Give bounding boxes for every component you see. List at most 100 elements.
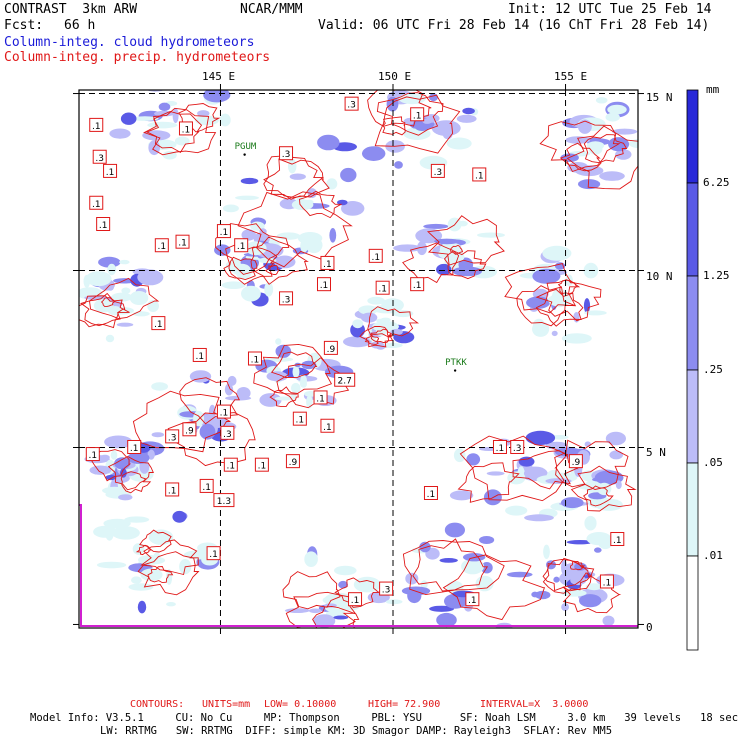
contour-label-box xyxy=(410,107,425,122)
contour-label-text: .1 xyxy=(378,285,387,295)
contour-label: .1 xyxy=(89,195,104,210)
contour-label-box xyxy=(320,418,335,433)
cloud-shade-cell xyxy=(551,330,558,337)
cloud-shade-cell xyxy=(111,292,133,302)
colorbar-segment xyxy=(686,182,699,277)
contour-label-text: .1 xyxy=(154,320,163,330)
contour-label-text: .1 xyxy=(351,596,360,606)
precip-contour xyxy=(264,264,281,275)
contour-label: .1 xyxy=(199,478,214,493)
contour-label-box xyxy=(192,347,207,362)
cloud-shade-cell xyxy=(372,304,402,314)
precip-contour xyxy=(250,236,309,285)
cloud-shade-cell xyxy=(245,241,267,256)
precip-contour xyxy=(269,386,299,408)
cloud-shade-cell xyxy=(120,468,127,478)
precip-contour xyxy=(132,390,231,453)
cloud-shade-cell xyxy=(415,228,443,244)
contour-label-text: .3 xyxy=(282,150,291,160)
cloud-shade-cell xyxy=(444,522,465,538)
contour-label-box xyxy=(410,277,425,292)
contours-units: UNITS=mm xyxy=(202,699,251,710)
cloud-shade-cell xyxy=(285,608,310,613)
cloud-shade-cell xyxy=(358,305,378,315)
contour-label: .9 xyxy=(182,422,197,437)
cloud-shade-cell xyxy=(446,137,472,150)
land-boundary xyxy=(79,504,638,627)
precip-contour xyxy=(376,92,444,136)
cloud-shade-cell xyxy=(532,268,561,284)
cloud-shade-cell xyxy=(158,102,171,112)
cloud-shade-cell xyxy=(106,283,114,291)
contour-label-box xyxy=(316,277,331,292)
model-info-line1: Model Info: V3.5.1 CU: No Cu MP: Thompso… xyxy=(30,712,739,724)
contour-label-text: .3 xyxy=(382,586,391,596)
colorbar-label-6-25: 6.25 xyxy=(703,176,730,189)
precip-contour xyxy=(516,285,575,327)
cloud-shade-cell xyxy=(224,383,234,396)
contour-label-box xyxy=(568,454,583,469)
contour-label-box xyxy=(213,493,235,508)
cloud-shade-cell xyxy=(85,271,112,287)
contour-label: .9 xyxy=(285,454,300,469)
contour-label-box xyxy=(85,447,100,462)
cloud-shade-cell xyxy=(439,558,458,563)
contour-label: .1 xyxy=(216,224,231,239)
station-dot xyxy=(243,153,246,156)
contour-label: .1 xyxy=(254,457,269,472)
contours-high: HIGH= 72.900 xyxy=(368,699,441,710)
cloud-shade-cell xyxy=(300,375,307,387)
contour-label-box xyxy=(223,457,238,472)
cloud-shade-cell xyxy=(341,642,369,655)
cloud-shade-cell xyxy=(605,431,627,446)
cloud-shade-cell xyxy=(534,590,551,600)
precip-contour xyxy=(135,544,152,556)
lat-label-10n: 10 N xyxy=(646,270,673,283)
cloud-shade-cell xyxy=(308,608,322,614)
contour-label-box xyxy=(199,478,214,493)
center-name: NCAR/MMM xyxy=(240,2,303,17)
contour-label-box xyxy=(348,592,363,607)
precip-contour xyxy=(382,116,406,136)
cloud-shade-cell xyxy=(609,450,623,460)
contour-label-text: .1 xyxy=(195,352,204,362)
contour-label-text: .9 xyxy=(289,458,298,468)
lon-label-155: 155 E xyxy=(554,70,588,83)
cloud-shade-cell xyxy=(367,296,385,305)
cloud-shade-cell xyxy=(275,338,282,345)
contour-label-box xyxy=(279,291,294,306)
contour-label-box xyxy=(368,248,383,263)
cloud-shade-cell xyxy=(362,146,386,162)
cloud-shade-cell xyxy=(283,635,299,647)
contour-label-text: .3 xyxy=(282,295,291,305)
precip-contour xyxy=(535,279,602,322)
cloud-shade-cell xyxy=(132,543,145,555)
contour-label-text: .1 xyxy=(475,171,484,181)
cloud-shade-cell xyxy=(416,241,427,256)
cloud-shade-cell xyxy=(574,562,587,571)
cloud-shade-cell xyxy=(505,505,528,516)
cloud-shade-cell xyxy=(605,112,620,122)
contour-label-text: .1 xyxy=(320,281,329,291)
contour-label: .1 xyxy=(313,390,328,405)
station-dot xyxy=(453,369,457,372)
contour-label: .1 xyxy=(247,351,262,366)
precip-contour xyxy=(570,465,637,512)
contour-label: .1 xyxy=(320,418,335,433)
precip-contour xyxy=(367,90,432,127)
cloud-shade-cell xyxy=(615,149,632,160)
contour-label-box xyxy=(599,574,614,589)
precip-contour xyxy=(282,571,341,610)
cloud-shade-cell xyxy=(551,291,571,304)
precip-contour xyxy=(443,250,487,280)
contour-label-text: .1 xyxy=(613,536,622,546)
cloud-shade-cell xyxy=(429,605,455,612)
precip-contour xyxy=(566,125,638,190)
cloud-shade-cell xyxy=(486,471,505,476)
cloud-shade-cell xyxy=(543,544,550,559)
cloud-shade-cell xyxy=(289,173,306,180)
cloud-shade-cell xyxy=(128,583,154,591)
cloud-shade-cell xyxy=(584,515,597,531)
precip-contour xyxy=(557,279,578,295)
contour-label-box xyxy=(510,439,525,454)
